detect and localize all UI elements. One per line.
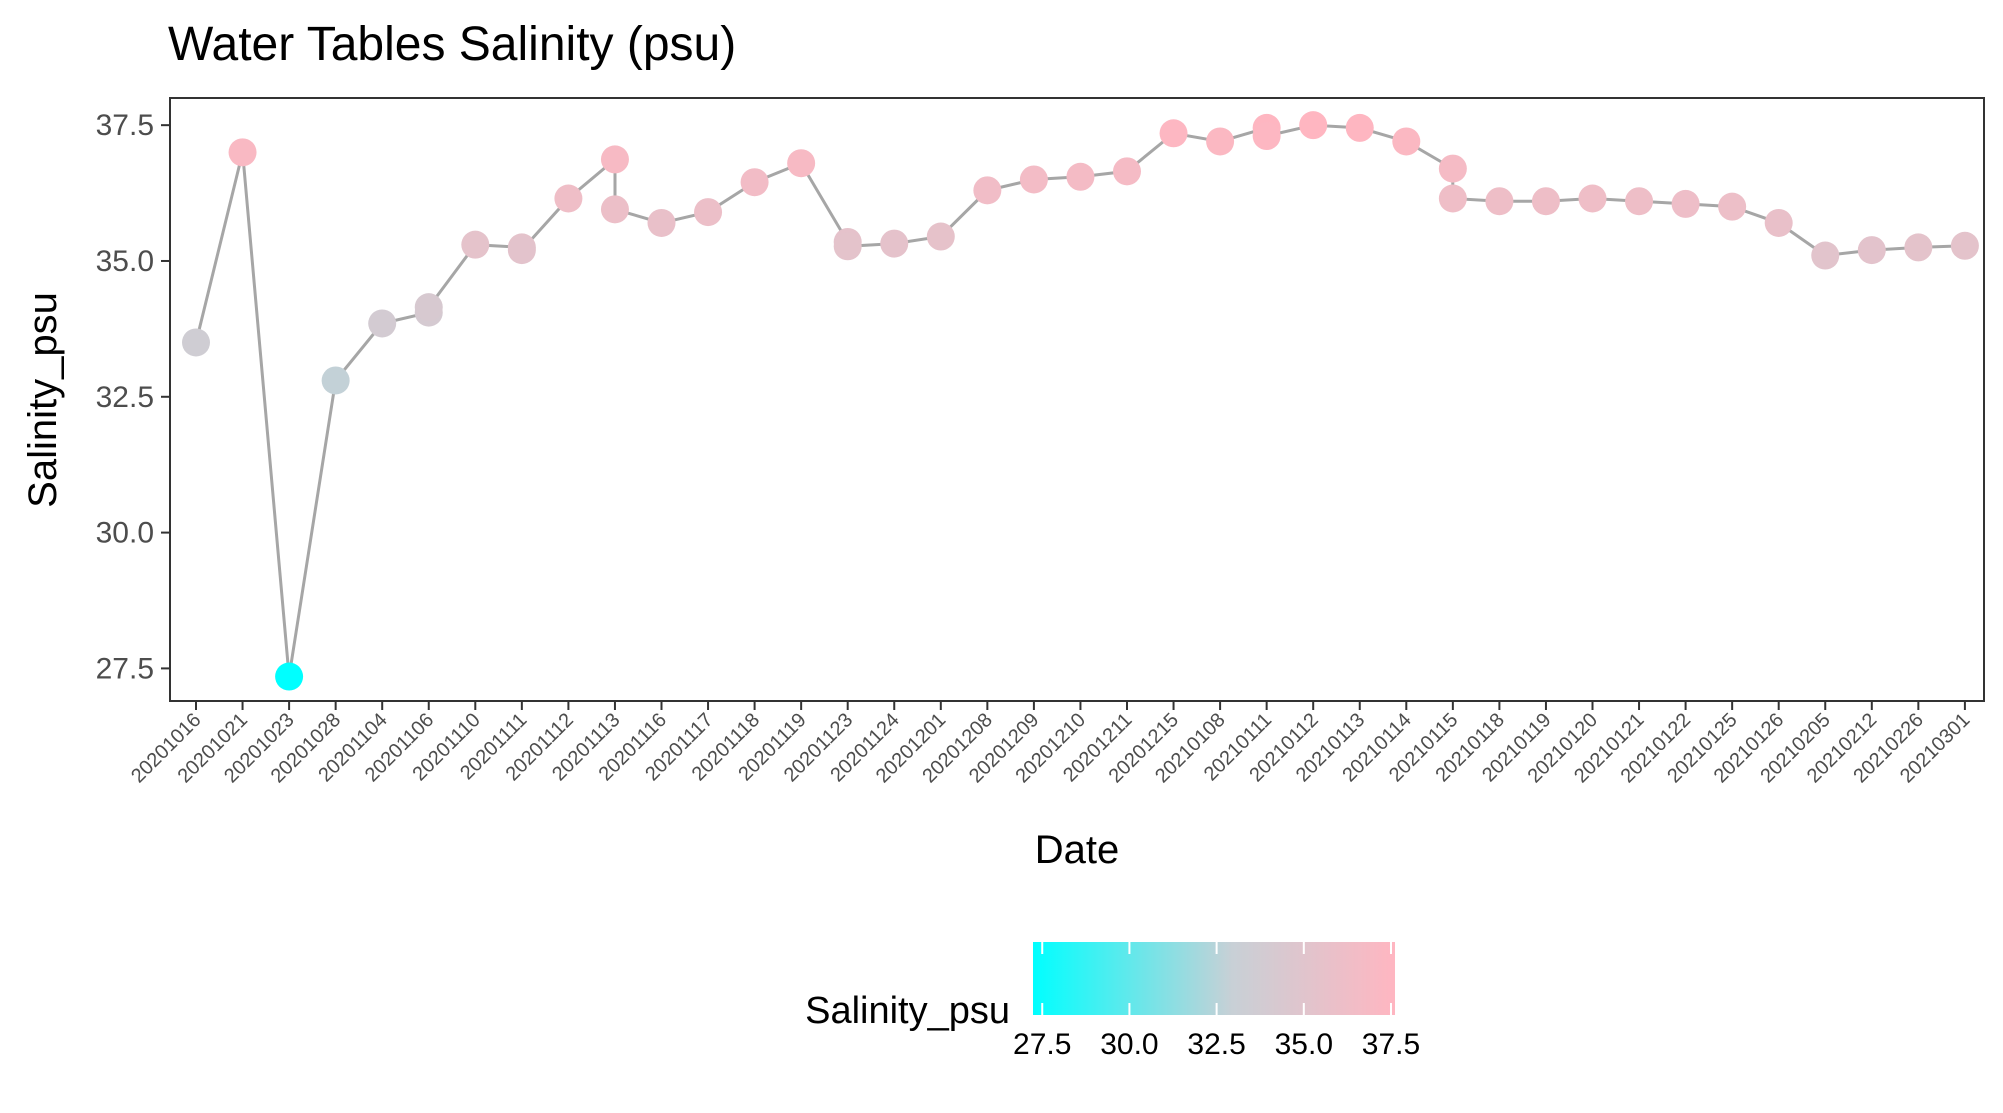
y-tick-label: 37.5 (96, 109, 154, 142)
data-point (414, 293, 443, 322)
data-point (1113, 157, 1141, 186)
data-point (973, 176, 1002, 205)
data-point (787, 149, 816, 178)
data-point (1671, 189, 1700, 218)
data-point (1764, 208, 1793, 237)
data-point (507, 236, 536, 265)
y-tick-label: 32.5 (96, 381, 154, 414)
data-point (1019, 165, 1048, 194)
data-point (880, 229, 909, 258)
legend-tick-label: 35.0 (1275, 1028, 1333, 1061)
data-point (694, 198, 723, 227)
data-point (1811, 241, 1840, 270)
data-point (1625, 187, 1654, 216)
data-point (926, 222, 955, 251)
y-tick-label: 35.0 (96, 245, 154, 278)
data-point (1345, 113, 1374, 142)
y-tick-label: 27.5 (96, 652, 154, 685)
data-point (1950, 231, 1979, 260)
data-point (1578, 184, 1607, 213)
data-point (1438, 154, 1467, 183)
data-point (647, 208, 676, 237)
data-point (182, 328, 210, 357)
legend-tick-label: 37.5 (1362, 1028, 1420, 1061)
data-point (1299, 111, 1328, 140)
data-point (1485, 187, 1514, 216)
data-point (554, 184, 583, 213)
color-legend: Salinity_psu 27.5 30.0 32.5 35.0 37.5 (805, 942, 1420, 1061)
legend-tick-label: 27.5 (1013, 1028, 1071, 1061)
data-point (1438, 184, 1467, 213)
legend-title: Salinity_psu (805, 990, 1010, 1032)
data-point (600, 145, 629, 174)
data-point (368, 309, 397, 338)
data-point (1718, 192, 1747, 221)
legend-colorbar (1033, 942, 1395, 1015)
data-point (600, 195, 629, 224)
data-point (275, 662, 304, 691)
data-point (1857, 236, 1886, 265)
data-point (1159, 119, 1188, 148)
data-point (321, 366, 350, 395)
data-points (182, 111, 1979, 691)
y-axis: 27.5 30.0 32.5 35.0 37.5 (96, 109, 170, 685)
data-point (1531, 187, 1560, 216)
data-point (1206, 127, 1235, 156)
x-axis: 2020101620201021202010232020102820201104… (127, 701, 1974, 787)
data-point (1904, 233, 1933, 262)
y-tick-label: 30.0 (96, 517, 154, 550)
legend-tick-label: 32.5 (1187, 1028, 1245, 1061)
data-point (833, 232, 862, 261)
legend-tick-label: 30.0 (1100, 1028, 1158, 1061)
data-point (1066, 162, 1095, 191)
x-axis-title: Date (1035, 828, 1120, 872)
data-point (1392, 127, 1421, 156)
data-point (1252, 122, 1281, 151)
data-point (461, 230, 490, 259)
chart-title: Water Tables Salinity (psu) (168, 18, 736, 71)
data-point (228, 138, 257, 167)
legend-ticks: 27.5 30.0 32.5 35.0 37.5 (1013, 942, 1420, 1061)
y-axis-title: Salinity_psu (21, 292, 65, 508)
data-point (740, 168, 769, 197)
